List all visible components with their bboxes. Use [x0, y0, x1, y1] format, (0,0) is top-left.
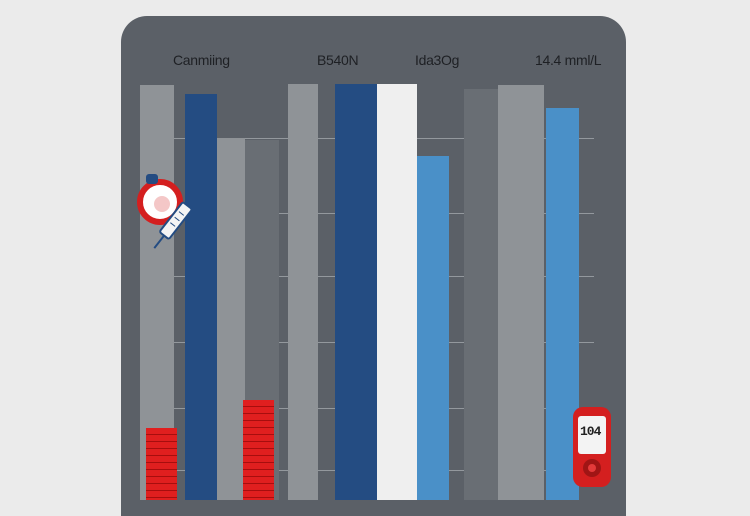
bar	[377, 84, 417, 500]
label-left: Canmiing	[173, 52, 230, 68]
syringe-icon	[137, 174, 193, 249]
meter-display: 104	[580, 424, 601, 439]
red-gauge	[243, 400, 274, 500]
bar	[498, 85, 544, 500]
glucose-meter-icon	[573, 407, 611, 487]
label-center: B540N	[317, 52, 359, 68]
bar	[288, 84, 318, 500]
bar	[417, 156, 449, 500]
bar	[185, 94, 217, 500]
bar	[217, 138, 245, 500]
bar	[335, 84, 377, 500]
bar	[464, 89, 498, 500]
label-right-mid: Ida3Og	[415, 52, 460, 68]
red-gauge	[146, 428, 177, 500]
label-right: 14.4 mml/L	[535, 52, 602, 68]
